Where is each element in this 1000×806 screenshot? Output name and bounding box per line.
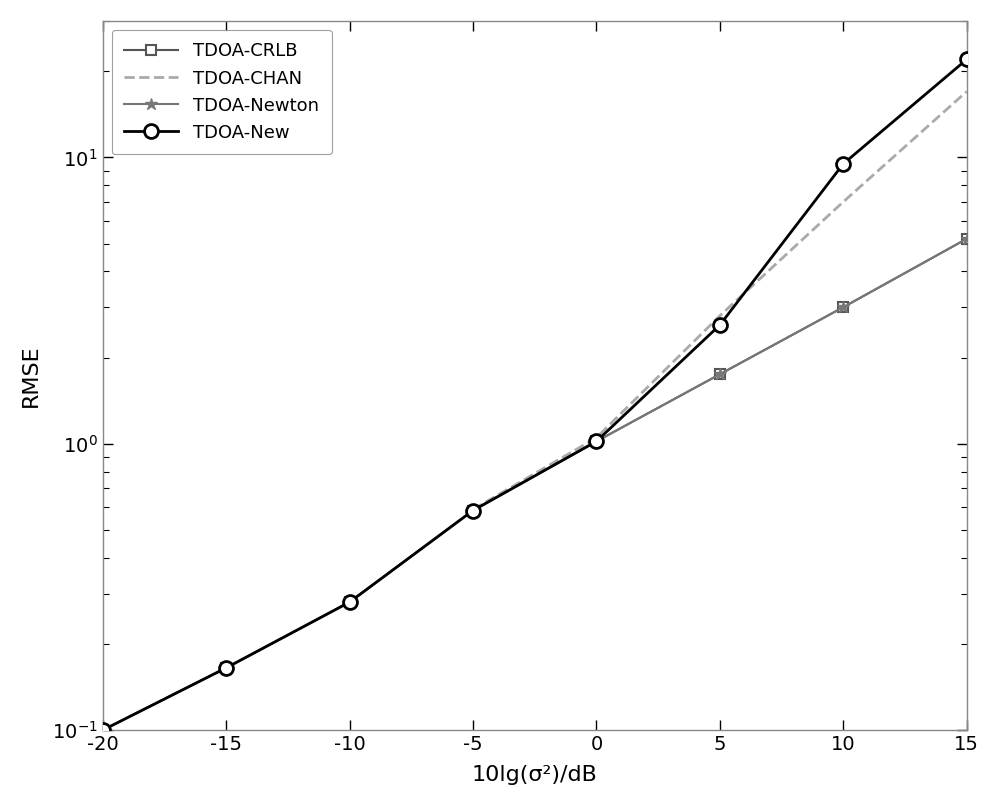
TDOA-Newton	[961, 234, 973, 243]
TDOA-New	[714, 320, 726, 330]
TDOA-New	[837, 159, 849, 168]
Line: TDOA-Newton: TDOA-Newton	[96, 233, 973, 737]
TDOA-Newton	[220, 663, 232, 673]
TDOA-CRLB	[467, 505, 479, 515]
TDOA-Newton	[97, 725, 109, 735]
Legend: TDOA-CRLB, TDOA-CHAN, TDOA-Newton, TDOA-New: TDOA-CRLB, TDOA-CHAN, TDOA-Newton, TDOA-…	[112, 30, 332, 154]
TDOA-CRLB	[344, 597, 356, 607]
TDOA-CRLB	[590, 437, 602, 447]
TDOA-Newton	[714, 369, 726, 379]
TDOA-CHAN	[467, 505, 479, 514]
TDOA-New	[97, 725, 109, 735]
TDOA-CRLB	[961, 234, 973, 243]
TDOA-CHAN	[837, 197, 849, 206]
TDOA-CRLB	[714, 369, 726, 379]
TDOA-CHAN	[714, 311, 726, 321]
TDOA-CHAN	[590, 433, 602, 442]
TDOA-Newton	[344, 597, 356, 607]
TDOA-Newton	[837, 302, 849, 312]
TDOA-New	[344, 597, 356, 607]
TDOA-Newton	[590, 437, 602, 447]
TDOA-Newton	[467, 505, 479, 515]
TDOA-New	[220, 663, 232, 673]
Line: TDOA-CRLB: TDOA-CRLB	[98, 234, 972, 735]
Y-axis label: RMSE: RMSE	[21, 344, 41, 407]
TDOA-New	[467, 505, 479, 515]
TDOA-CRLB	[97, 725, 109, 735]
TDOA-New	[590, 437, 602, 447]
Line: TDOA-New: TDOA-New	[96, 52, 974, 737]
TDOA-CHAN	[961, 86, 973, 96]
TDOA-CRLB	[220, 663, 232, 673]
TDOA-CRLB	[837, 302, 849, 312]
Line: TDOA-CHAN: TDOA-CHAN	[473, 91, 967, 509]
X-axis label: 10lg(σ²)/dB: 10lg(σ²)/dB	[472, 765, 598, 785]
TDOA-New	[961, 55, 973, 64]
